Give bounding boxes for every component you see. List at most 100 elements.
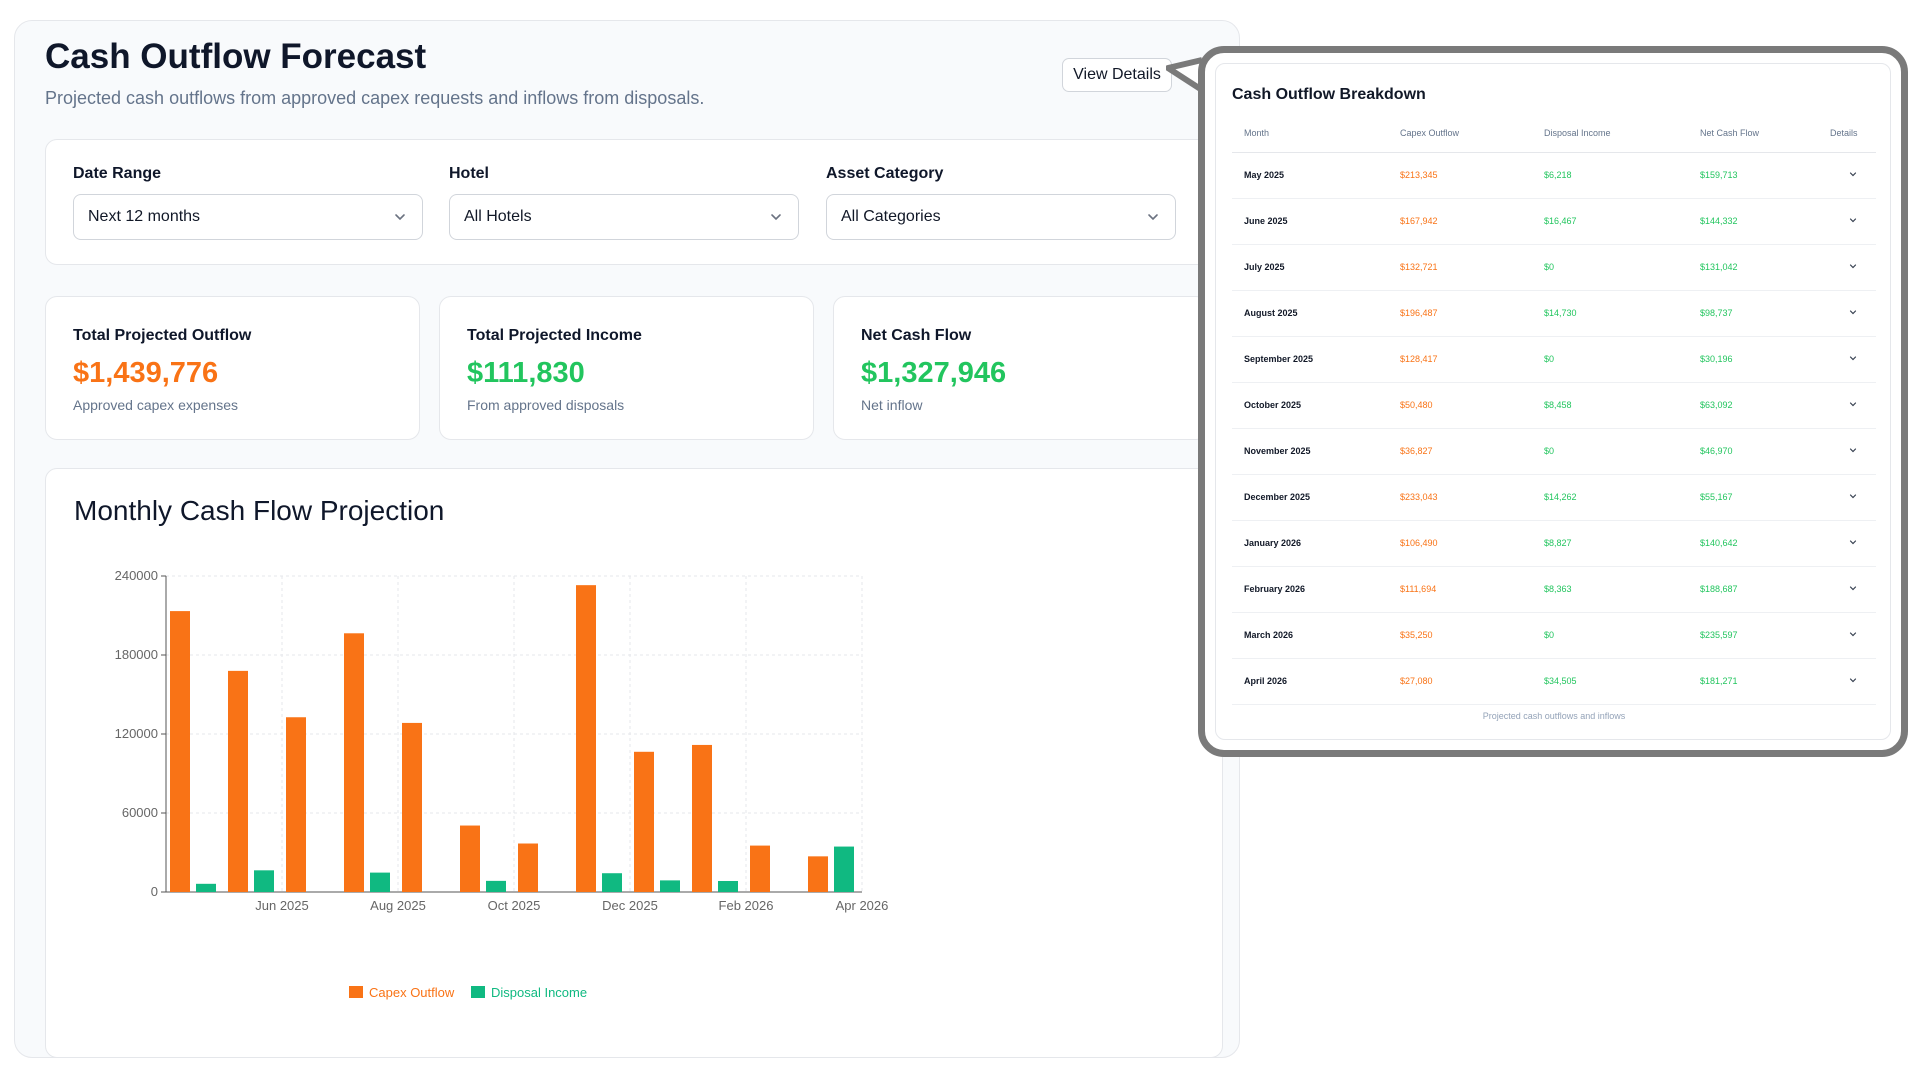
bar-capex-outflow <box>634 751 654 892</box>
chevron-down-icon <box>1849 678 1857 683</box>
y-tick-label: 240000 <box>115 568 158 583</box>
asset-category-filter: Asset Category All Categories <box>826 165 1176 240</box>
bar-disposal-income <box>254 870 274 892</box>
expand-row-button[interactable] <box>1818 612 1876 659</box>
breakdown-footer: Projected cash outflows and inflows <box>1482 711 1626 721</box>
expand-row-button[interactable] <box>1818 566 1876 613</box>
cell-month: July 2025 <box>1232 244 1388 291</box>
stat-card-outflow: Total Projected Outflow $1,439,776 Appro… <box>45 296 420 440</box>
bar-capex-outflow <box>228 670 248 892</box>
cell-month: October 2025 <box>1232 382 1388 429</box>
chevron-down-icon <box>1849 356 1857 361</box>
expand-row-button[interactable] <box>1818 336 1876 383</box>
cell-income: $0 <box>1532 428 1688 475</box>
chevron-down-icon <box>1849 632 1857 637</box>
chevron-down-icon <box>1849 402 1857 407</box>
hotel-label: Hotel <box>449 165 489 182</box>
cell-net: $30,196 <box>1688 336 1818 383</box>
cell-net: $63,092 <box>1688 382 1818 429</box>
table-row: November 2025 $36,827 $0 $46,970 <box>1232 428 1876 475</box>
expand-row-button[interactable] <box>1818 474 1876 521</box>
date-range-select[interactable]: Next 12 months <box>73 194 423 240</box>
expand-row-button[interactable] <box>1818 382 1876 429</box>
expand-row-button[interactable] <box>1818 520 1876 567</box>
cell-income: $8,827 <box>1532 520 1688 567</box>
legend-label: Capex Outflow <box>369 985 455 1000</box>
stat-card-net: Net Cash Flow $1,327,946 Net inflow <box>833 296 1208 440</box>
cell-income: $8,458 <box>1532 382 1688 429</box>
cell-net: $159,713 <box>1688 152 1818 199</box>
date-range-label: Date Range <box>73 165 162 182</box>
table-row: September 2025 $128,417 $0 $30,196 <box>1232 336 1876 383</box>
column-header-income: Disposal Income <box>1532 114 1688 153</box>
cell-month: August 2025 <box>1232 290 1388 337</box>
cell-income: $6,218 <box>1532 152 1688 199</box>
hotel-value: All Hotels <box>464 208 532 225</box>
main-panel: Cash Outflow Forecast Projected cash out… <box>14 20 1240 1058</box>
cell-month: September 2025 <box>1232 336 1388 383</box>
chevron-down-icon <box>1849 218 1857 223</box>
chevron-down-icon <box>1849 310 1857 315</box>
cell-net: $131,042 <box>1688 244 1818 291</box>
stat-card-income: Total Projected Income $111,830 From app… <box>439 296 814 440</box>
bar-disposal-income <box>660 880 680 892</box>
column-header-capex: Capex Outflow <box>1388 114 1532 153</box>
cell-capex: $27,080 <box>1388 658 1532 705</box>
cell-net: $188,687 <box>1688 566 1818 613</box>
stat-value: $111,830 <box>467 357 585 389</box>
cell-income: $0 <box>1532 244 1688 291</box>
legend-swatch <box>471 986 485 998</box>
hotel-select[interactable]: All Hotels <box>449 194 799 240</box>
date-range-value: Next 12 months <box>88 208 201 225</box>
cell-capex: $167,942 <box>1388 198 1532 245</box>
cell-month: February 2026 <box>1232 566 1388 613</box>
bar-disposal-income <box>602 873 622 892</box>
x-tick-label: Aug 2025 <box>370 898 426 913</box>
expand-row-button[interactable] <box>1818 658 1876 705</box>
chevron-down-icon <box>395 214 405 221</box>
column-header-net: Net Cash Flow <box>1688 114 1818 153</box>
cell-capex: $213,345 <box>1388 152 1532 199</box>
chevron-down-icon <box>771 214 781 221</box>
chevron-down-icon <box>1849 172 1857 177</box>
expand-row-button[interactable] <box>1818 198 1876 245</box>
bar-disposal-income <box>718 880 738 892</box>
x-tick-label: Apr 2026 <box>836 898 889 913</box>
bar-disposal-income <box>370 872 390 892</box>
expand-row-button[interactable] <box>1818 428 1876 475</box>
view-details-button[interactable]: View Details <box>1062 58 1172 92</box>
asset-category-select[interactable]: All Categories <box>826 194 1176 240</box>
bar-capex-outflow <box>344 633 364 892</box>
cell-capex: $111,694 <box>1388 566 1532 613</box>
cell-month: November 2025 <box>1232 428 1388 475</box>
cell-capex: $233,043 <box>1388 474 1532 521</box>
table-row: May 2025 $213,345 $6,218 $159,713 <box>1232 152 1876 199</box>
cell-income: $0 <box>1532 336 1688 383</box>
chevron-down-icon <box>1148 214 1158 221</box>
bar-disposal-income <box>486 880 506 892</box>
cell-capex: $50,480 <box>1388 382 1532 429</box>
cell-net: $144,332 <box>1688 198 1818 245</box>
table-row: August 2025 $196,487 $14,730 $98,737 <box>1232 290 1876 337</box>
column-header-details: Details <box>1818 114 1876 153</box>
breakdown-panel: Cash Outflow Breakdown Month Capex Outfl… <box>1215 63 1891 740</box>
y-tick-label: 0 <box>151 884 158 899</box>
bar-capex-outflow <box>286 717 306 892</box>
stat-label: Total Projected Outflow <box>73 327 252 344</box>
bar-capex-outflow <box>402 722 422 892</box>
cell-income: $8,363 <box>1532 566 1688 613</box>
cell-net: $98,737 <box>1688 290 1818 337</box>
cell-capex: $36,827 <box>1388 428 1532 475</box>
cell-net: $181,271 <box>1688 658 1818 705</box>
expand-row-button[interactable] <box>1818 152 1876 199</box>
bar-capex-outflow <box>518 843 538 892</box>
expand-row-button[interactable] <box>1818 290 1876 337</box>
stat-sub: Approved capex expenses <box>73 397 238 413</box>
chevron-down-icon <box>1849 494 1857 499</box>
cell-income: $14,730 <box>1532 290 1688 337</box>
cell-month: June 2025 <box>1232 198 1388 245</box>
stat-sub: Net inflow <box>861 397 923 413</box>
expand-row-button[interactable] <box>1818 244 1876 291</box>
stat-value: $1,439,776 <box>73 357 219 389</box>
cell-capex: $128,417 <box>1388 336 1532 383</box>
